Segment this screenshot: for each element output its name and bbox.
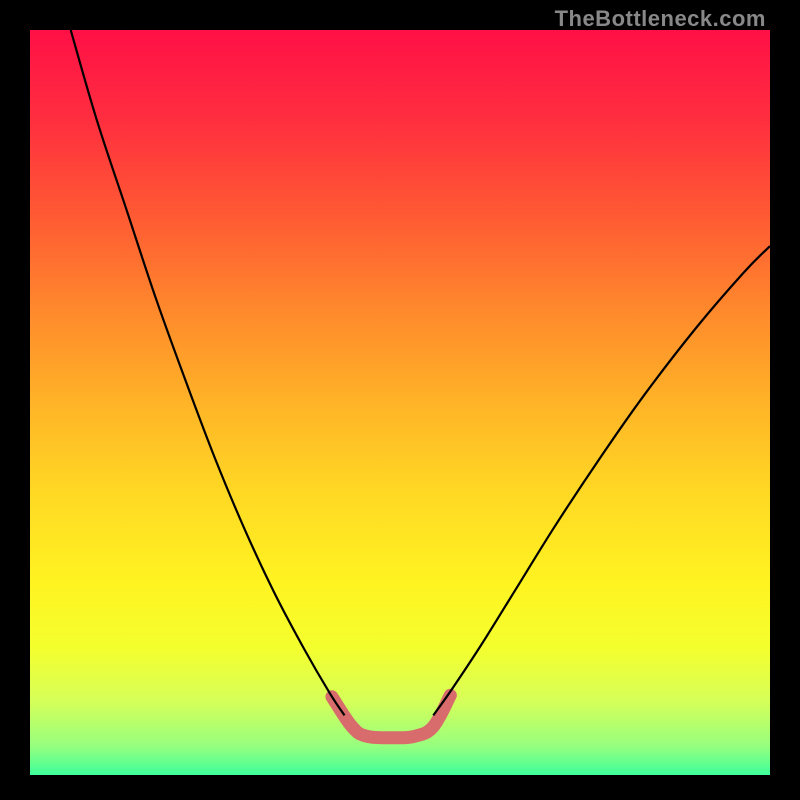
left-curve <box>71 30 345 715</box>
curve-layer <box>30 30 770 775</box>
border-bottom <box>0 775 800 800</box>
plot-area <box>30 30 770 775</box>
border-right <box>770 0 800 800</box>
bottom-highlight-curve <box>332 695 450 738</box>
bottleneck-chart: TheBottleneck.com <box>0 0 800 800</box>
border-left <box>0 0 30 800</box>
watermark-text: TheBottleneck.com <box>555 6 766 32</box>
right-curve <box>433 246 770 715</box>
